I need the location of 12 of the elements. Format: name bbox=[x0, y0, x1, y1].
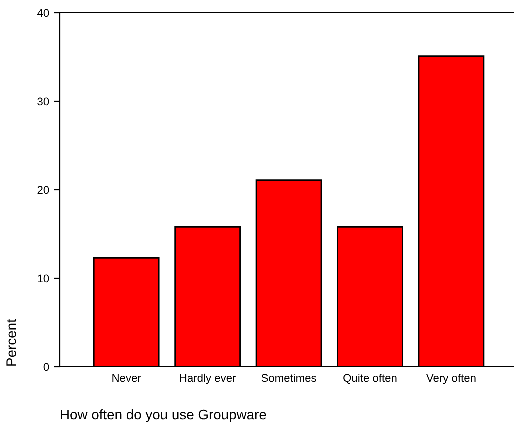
y-axis-title: Percent bbox=[6, 319, 16, 366]
x-tick-label: Hardly ever bbox=[180, 374, 236, 384]
x-tick-label: Sometimes bbox=[262, 374, 316, 382]
y-tick-label: 20 bbox=[38, 186, 50, 194]
x-tick-label: Very often bbox=[426, 374, 476, 384]
y-tick-label: 40 bbox=[37, 9, 50, 18]
y-tick-label: 10 bbox=[38, 274, 50, 283]
x-axis-title: How often do you use Groupware bbox=[61, 409, 266, 422]
y-tick-label: 30 bbox=[38, 98, 50, 106]
x-tick-label: Never bbox=[112, 374, 142, 382]
x-tick-label: Quite often bbox=[344, 374, 397, 384]
y-tick-label: 0 bbox=[44, 363, 50, 372]
